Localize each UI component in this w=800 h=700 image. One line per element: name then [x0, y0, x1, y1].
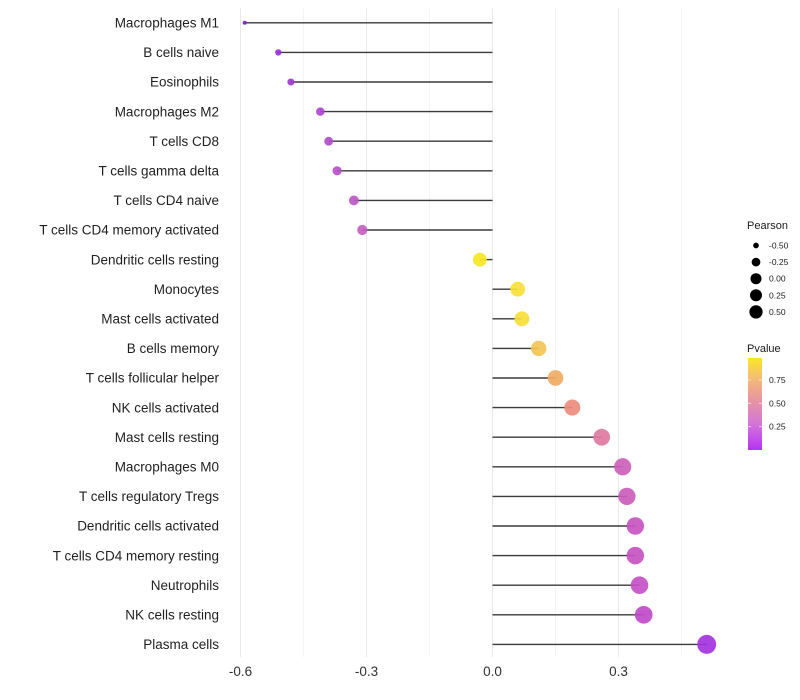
- legend-size-dot: [751, 257, 761, 267]
- legend-size-dot: [753, 242, 759, 249]
- legend-pvalue-label: 0.75: [769, 375, 786, 385]
- y-axis-label: T cells CD4 memory resting: [53, 548, 219, 563]
- y-axis-label: Eosinophils: [150, 75, 219, 90]
- x-tick-label: -0.6: [229, 664, 252, 679]
- lollipop-dot: [348, 195, 359, 206]
- y-axis-label: NK cells resting: [125, 608, 219, 623]
- lollipop-dot: [242, 20, 247, 25]
- lollipop-dot: [316, 107, 325, 116]
- pvalue-gradient-bar: [748, 358, 762, 450]
- lollipop-dot: [626, 517, 645, 535]
- legend-size-label: 0.00: [769, 274, 786, 284]
- lollipop-dot: [287, 78, 295, 86]
- lollipop-dot: [630, 576, 649, 595]
- legend-pearson-size: Pearson -0.50 -0.25 0.00 0.25 0.50: [747, 220, 789, 319]
- y-axis-label: Neutrophils: [151, 578, 220, 593]
- legend-size-label: 0.50: [769, 307, 786, 317]
- legend-pvalue-label: 0.50: [769, 398, 786, 408]
- y-axis-label: Macrophages M1: [115, 16, 219, 31]
- lollipop-dots: [242, 20, 717, 654]
- lollipop-dot: [531, 340, 547, 357]
- y-axis-label: Macrophages M0: [115, 460, 219, 475]
- legend-size-dot: [750, 273, 762, 285]
- lollipop-dot: [332, 166, 342, 176]
- lollipop-dot: [472, 252, 487, 267]
- lollipop-dot: [547, 370, 564, 386]
- y-axis-label: T cells CD4 memory activated: [39, 223, 219, 238]
- legend-pvalue-color: Pvalue 0.75 0.50 0.25: [747, 343, 786, 450]
- lollipop-dot: [510, 281, 526, 297]
- y-axis-label: Monocytes: [154, 282, 220, 297]
- y-axis-label: T cells regulatory Tregs: [79, 489, 219, 504]
- y-axis-label: Mast cells resting: [115, 430, 219, 445]
- legend-size-label: 0.25: [769, 290, 786, 300]
- x-tick-label: 0.0: [483, 664, 502, 679]
- x-tick-label: -0.3: [355, 664, 378, 679]
- lollipop-dot: [626, 546, 645, 565]
- y-axis-label: Dendritic cells activated: [77, 519, 219, 534]
- lollipop-dot: [564, 399, 581, 416]
- y-axis-label: Dendritic cells resting: [91, 252, 219, 267]
- y-axis-label: B cells naive: [143, 45, 219, 60]
- lollipop-dot: [697, 634, 717, 654]
- legend-size-label: -0.50: [769, 241, 789, 251]
- legend-pearson-title: Pearson: [747, 220, 788, 232]
- lollipop-dot: [614, 458, 632, 476]
- lollipop-dot: [324, 136, 334, 146]
- legend-size-dot: [750, 289, 762, 302]
- y-axis-label: Mast cells activated: [101, 312, 219, 327]
- y-axis-labels: Macrophages M1 B cells naive Eosinophils Ma…: [39, 16, 219, 653]
- y-axis-label: T cells follicular helper: [86, 371, 220, 386]
- y-axis-label: T cells CD8: [149, 134, 219, 149]
- lollipop-stems: [244, 22, 707, 646]
- y-axis-label: B cells memory: [127, 341, 220, 356]
- y-axis-label: Macrophages M2: [115, 104, 219, 119]
- legend-size-dot: [749, 305, 763, 319]
- y-axis-label: T cells gamma delta: [98, 164, 219, 179]
- lollipop-dot: [634, 605, 653, 624]
- x-axis-labels: -0.6 -0.3 0.0 0.3: [229, 664, 628, 679]
- gridlines: [240, 8, 682, 657]
- legend-pvalue-title: Pvalue: [747, 343, 781, 355]
- lollipop-dot: [593, 428, 611, 446]
- legend-pvalue-label: 0.25: [769, 422, 786, 432]
- y-axis-label: Plasma cells: [143, 637, 219, 652]
- x-tick-label: 0.3: [609, 664, 628, 679]
- lollipop-dot: [618, 487, 636, 506]
- y-axis-label: NK cells activated: [112, 400, 219, 415]
- lollipop-dot: [275, 49, 282, 56]
- lollipop-dot: [514, 311, 530, 327]
- legend-size-label: -0.25: [769, 257, 789, 267]
- lollipop-dot: [357, 224, 368, 236]
- y-axis-label: T cells CD4 naive: [113, 193, 219, 208]
